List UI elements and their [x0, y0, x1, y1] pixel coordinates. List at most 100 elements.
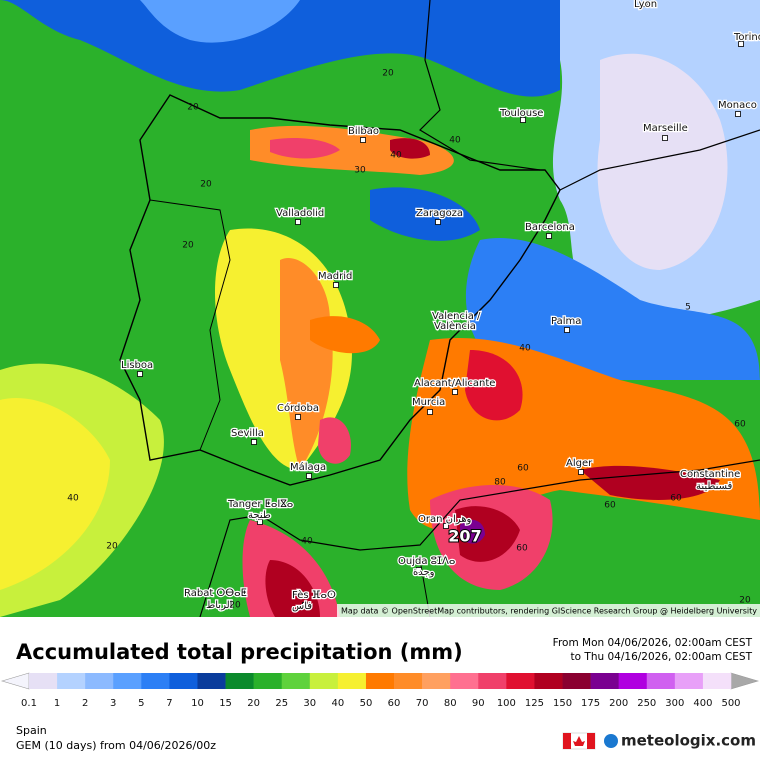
city-label: فاس	[292, 601, 312, 612]
city-label: Madrid	[318, 271, 352, 282]
colorbar-tick-label: 1	[54, 698, 60, 709]
city-label: Torino	[733, 32, 760, 43]
contour-label: 60	[604, 501, 616, 511]
city-label: Lisboa	[121, 360, 153, 371]
colorbar-tick-label: 30	[303, 698, 316, 709]
city-marker	[427, 409, 433, 415]
city-label: Valencia /	[432, 311, 481, 322]
city-label: Murcia	[412, 397, 445, 408]
precip-area	[597, 53, 728, 270]
city-label: Bilbao	[348, 126, 379, 137]
city-marker	[443, 523, 449, 529]
brand-logo	[604, 734, 618, 748]
colorbar-tick-label: 400	[693, 698, 712, 709]
colorbar-tick-label: 7	[166, 698, 172, 709]
precip-area	[370, 187, 480, 241]
contour-label: 207	[448, 527, 481, 546]
city-marker	[435, 219, 441, 225]
colorbar-tick-label: 150	[553, 698, 572, 709]
city-marker	[251, 439, 257, 445]
city-marker	[662, 135, 668, 141]
color-cell	[365, 673, 395, 689]
color-cell	[478, 673, 507, 689]
colorbar-tick-label: 20	[247, 698, 260, 709]
city-marker	[642, 1, 648, 7]
colorbar-tick-label: 15	[219, 698, 232, 709]
city-label: Córdoba	[277, 402, 319, 414]
city-marker	[306, 473, 312, 479]
colorbar-tick-label: 90	[472, 698, 485, 709]
precip-area	[310, 316, 380, 354]
city-label: Rabat ⵔⴱⴰⵟ	[184, 588, 247, 599]
color-cell	[562, 673, 591, 689]
city-label: قسنطينة	[696, 481, 733, 492]
contour-label: 60	[670, 494, 682, 504]
period-to: to Thu 04/16/2026, 02:00am CEST	[571, 651, 753, 663]
color-cell	[590, 673, 619, 689]
model: GEM (10 days) from 04/06/2026/00z	[16, 739, 216, 752]
color-cell	[337, 673, 367, 689]
color-cell	[281, 673, 311, 689]
color-cell	[113, 673, 142, 689]
city-label: طنجة	[248, 510, 271, 521]
colorbar-tick-label: 125	[525, 698, 544, 709]
contour-label: 20	[382, 69, 394, 79]
contour-label: 60	[516, 544, 528, 554]
color-cell	[197, 673, 226, 689]
color-cell	[29, 673, 58, 689]
color-cell	[674, 673, 704, 689]
city-marker	[257, 519, 263, 525]
city-marker	[738, 41, 744, 47]
city-marker	[564, 327, 570, 333]
color-cell	[169, 673, 198, 689]
color-cell	[225, 673, 254, 689]
brand[interactable]: meteologix.com	[621, 732, 756, 750]
colorbar-tick-label: 200	[609, 698, 628, 709]
colorbar-tick-label: 175	[581, 698, 600, 709]
colorbar-tick-label: 80	[444, 698, 457, 709]
color-cell	[394, 673, 423, 689]
color-cell	[506, 673, 535, 689]
contour-label: 40	[301, 537, 313, 547]
city-label: Toulouse	[499, 108, 543, 119]
contour-label: 20	[182, 241, 194, 251]
coastline	[119, 94, 561, 486]
precip-area	[465, 350, 523, 421]
contour-label: 30	[354, 166, 366, 176]
city-marker	[295, 414, 301, 420]
colorbar-tick-label: 40	[332, 698, 345, 709]
colorbar-tick-label: 60	[388, 698, 401, 709]
precip-area	[465, 238, 760, 380]
city-marker	[360, 137, 366, 143]
colorbar-tick-label: 2	[82, 698, 88, 709]
city-marker	[416, 567, 422, 573]
contour-label: 40	[519, 344, 531, 354]
color-cell	[253, 673, 283, 689]
color-cell	[57, 673, 86, 689]
attribution-bg	[337, 604, 760, 617]
city-label: الرباط	[206, 600, 232, 611]
city-marker	[295, 219, 301, 225]
city-label: Lyon	[634, 0, 657, 10]
city-label: Marseille	[643, 123, 688, 134]
contour-label: 40	[449, 136, 461, 146]
city-marker	[137, 371, 143, 377]
contour-label: 40	[390, 151, 402, 161]
colorbar-tick-label: 5	[138, 698, 144, 709]
city-marker	[546, 233, 552, 239]
city-marker	[452, 389, 458, 395]
title: Accumulated total precipitation (mm)	[16, 640, 463, 664]
city-label: Zaragoza	[416, 208, 463, 219]
city-label: Oujda ⵓⵊⴷⴰ	[398, 556, 455, 567]
color-cell	[450, 673, 479, 689]
colorbar-tick-label: 10	[191, 698, 204, 709]
color-cell	[702, 673, 732, 689]
colorbar-tick-label: 0.1	[21, 698, 37, 709]
city-marker	[333, 282, 339, 288]
precip-area	[0, 398, 110, 590]
colorbar-tick-label: 3	[110, 698, 116, 709]
city-marker	[705, 473, 711, 479]
contour-label: 20	[106, 542, 118, 552]
